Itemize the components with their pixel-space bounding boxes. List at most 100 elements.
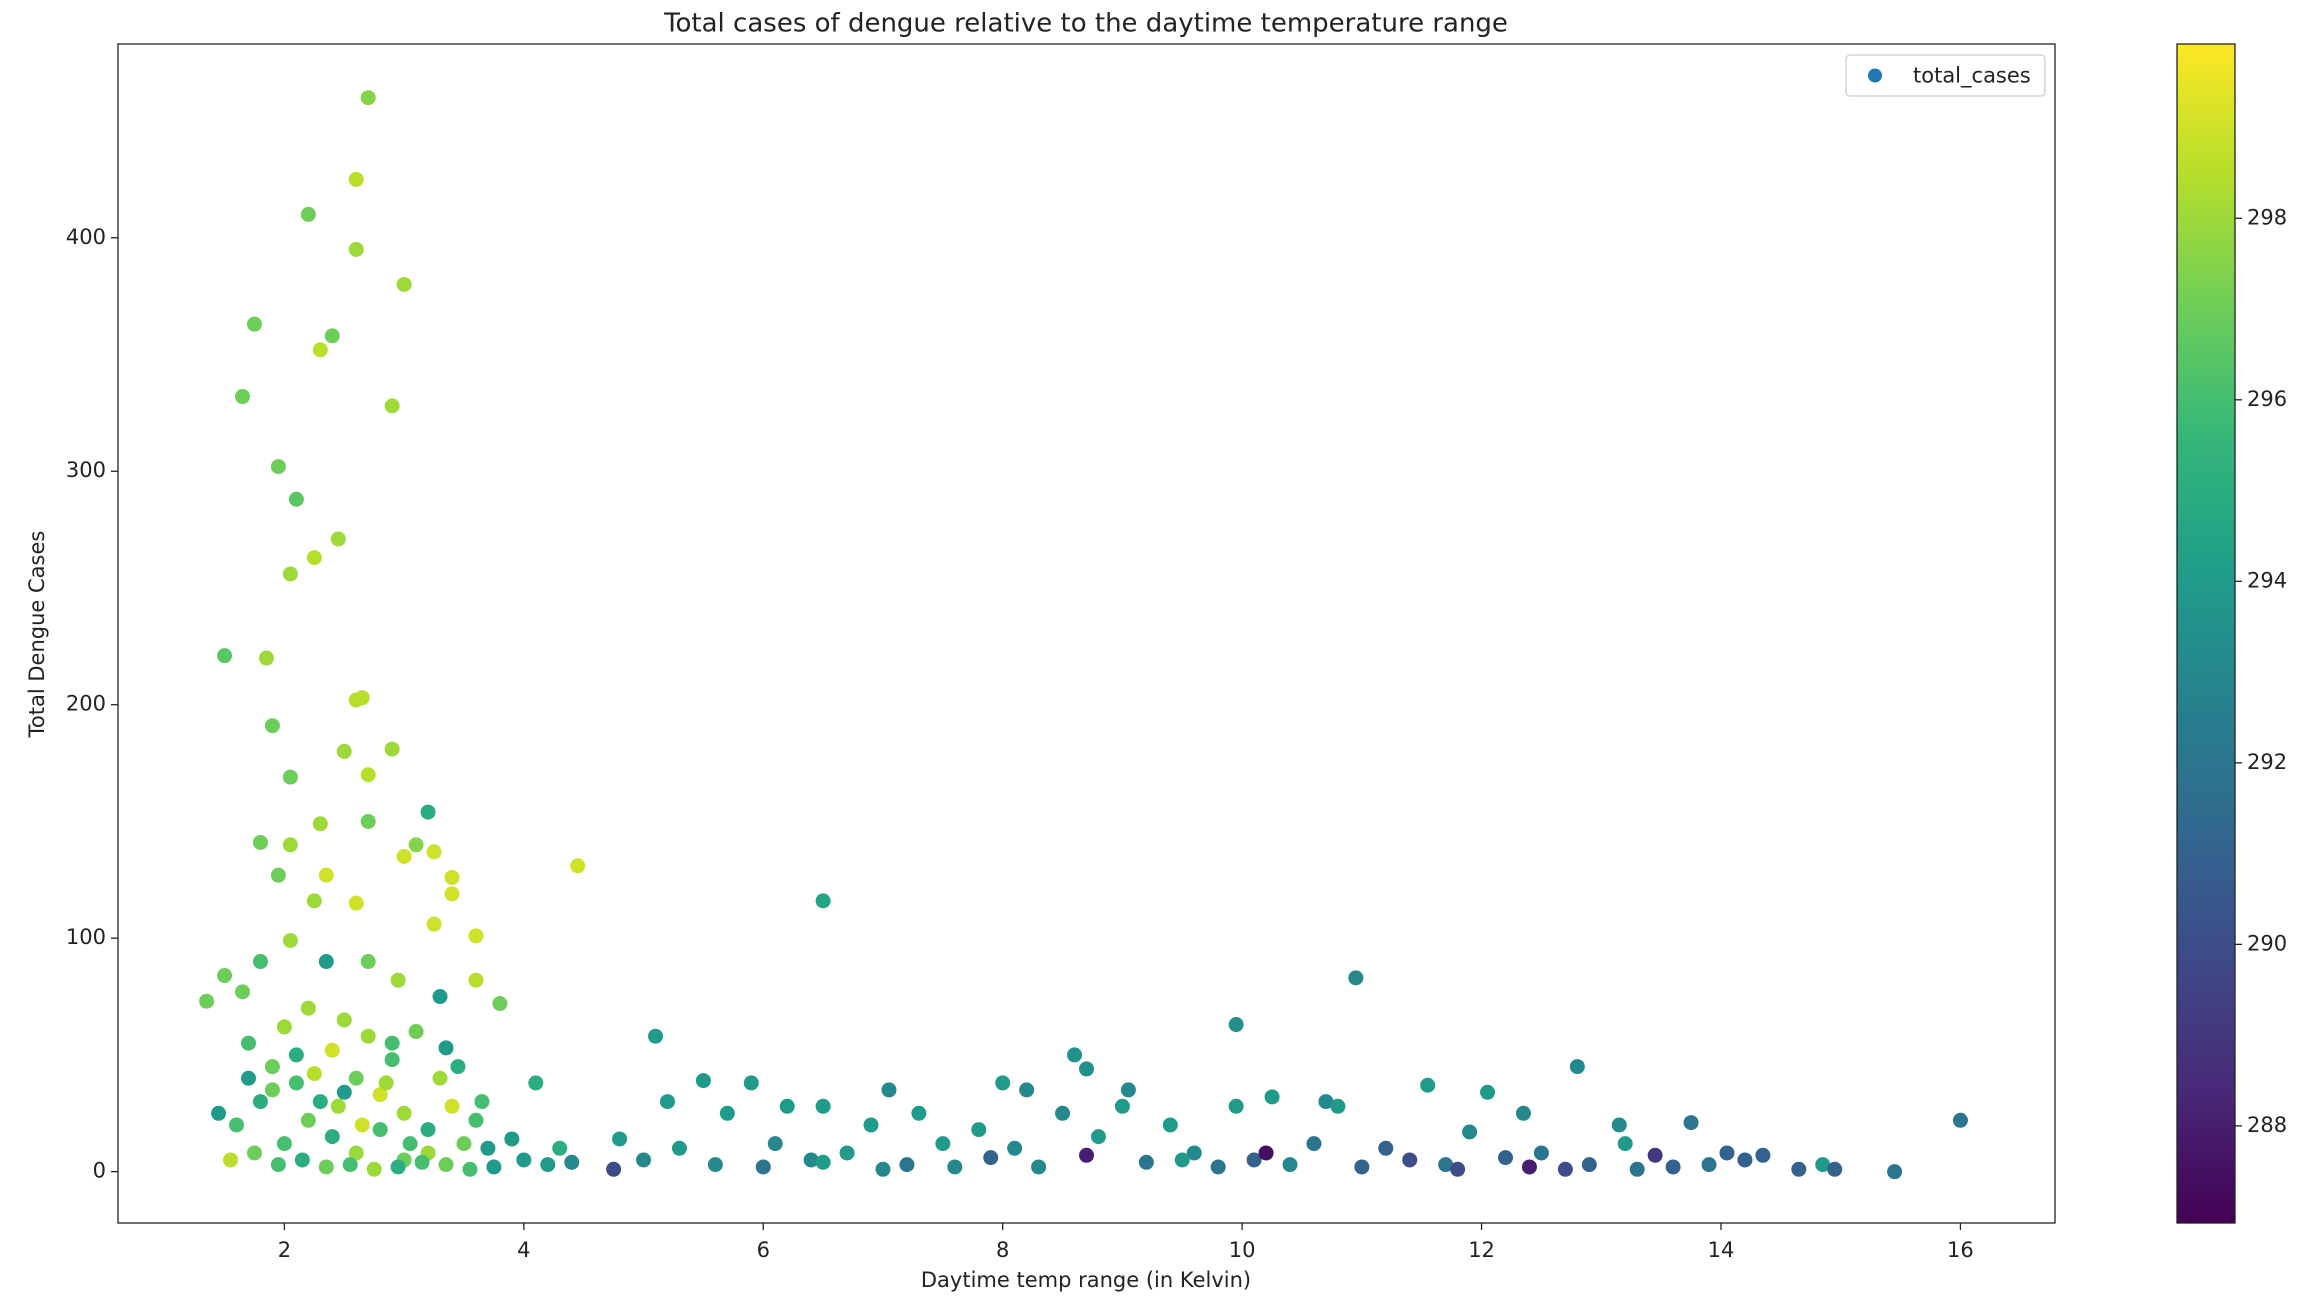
point [211, 1105, 227, 1121]
point [1264, 1089, 1280, 1105]
y-tick-label: 0 [93, 1159, 106, 1183]
point [1348, 970, 1364, 986]
point [432, 989, 448, 1005]
point [1007, 1140, 1023, 1156]
point [264, 1082, 280, 1098]
point [935, 1136, 951, 1152]
point [252, 1094, 268, 1110]
point [1210, 1159, 1226, 1175]
point [300, 1000, 316, 1016]
point [659, 1094, 675, 1110]
point [217, 968, 233, 984]
point [1569, 1059, 1585, 1075]
point [306, 550, 322, 566]
point [276, 1019, 292, 1035]
point [1162, 1117, 1178, 1133]
point [300, 1112, 316, 1128]
point [438, 1040, 454, 1056]
point [426, 916, 442, 932]
point [1665, 1159, 1681, 1175]
x-tick-label: 14 [1708, 1238, 1735, 1262]
point [995, 1075, 1011, 1091]
points [199, 90, 1968, 1180]
point [462, 1161, 478, 1177]
point [815, 1154, 831, 1170]
point [396, 848, 412, 864]
point [971, 1122, 987, 1138]
point [540, 1157, 556, 1173]
point [719, 1105, 735, 1121]
point [235, 984, 251, 1000]
colorbar-tick-label: 290 [2247, 931, 2287, 955]
point [318, 867, 334, 883]
point [1515, 1105, 1531, 1121]
point [1737, 1152, 1753, 1168]
point [312, 816, 328, 832]
point [468, 928, 484, 944]
point [606, 1161, 622, 1177]
point [342, 1157, 358, 1173]
point [336, 743, 352, 759]
point [1581, 1157, 1597, 1173]
point [474, 1094, 490, 1110]
point [408, 837, 424, 853]
point [336, 1012, 352, 1028]
point [426, 844, 442, 860]
point [324, 1042, 340, 1058]
point [636, 1152, 652, 1168]
point [803, 1152, 819, 1168]
point [360, 954, 376, 970]
point [414, 1154, 430, 1170]
point [288, 1047, 304, 1063]
y-axis-label: Total Dengue Cases [25, 531, 49, 739]
point [1952, 1112, 1968, 1128]
colorbar-tick-label: 296 [2247, 387, 2287, 411]
plot-frame [117, 43, 2056, 1224]
point [324, 1129, 340, 1145]
point [911, 1105, 927, 1121]
point [1306, 1136, 1322, 1152]
colorbar-tick-label: 294 [2247, 568, 2287, 592]
point [899, 1157, 915, 1173]
x-tick-label: 4 [517, 1238, 530, 1262]
point [504, 1131, 520, 1147]
point [318, 954, 334, 970]
x-tick-label: 16 [1947, 1238, 1974, 1262]
point [330, 1098, 346, 1114]
point [312, 342, 328, 358]
point [438, 1157, 454, 1173]
point [252, 834, 268, 850]
point [360, 813, 376, 829]
point [246, 316, 262, 332]
point [282, 769, 298, 785]
point [815, 893, 831, 909]
x-tick-label: 6 [757, 1238, 770, 1262]
point [360, 767, 376, 783]
point [1480, 1084, 1496, 1100]
point [252, 954, 268, 970]
point [199, 993, 215, 1009]
point [300, 206, 316, 222]
point [767, 1136, 783, 1152]
point [1330, 1098, 1346, 1114]
point [881, 1082, 897, 1098]
point [1521, 1159, 1537, 1175]
x-tick-label: 8 [996, 1238, 1009, 1262]
point [1420, 1077, 1436, 1093]
point [1186, 1145, 1202, 1161]
point [390, 972, 406, 988]
point [408, 1024, 424, 1040]
point [354, 690, 370, 706]
point [270, 459, 286, 475]
point [240, 1070, 256, 1086]
point [1827, 1161, 1843, 1177]
point [420, 1122, 436, 1138]
point [348, 1070, 364, 1086]
point [1079, 1147, 1094, 1163]
point [1438, 1157, 1454, 1173]
point [1755, 1147, 1771, 1163]
point [875, 1161, 891, 1177]
point [366, 1161, 382, 1177]
point [1402, 1152, 1418, 1168]
